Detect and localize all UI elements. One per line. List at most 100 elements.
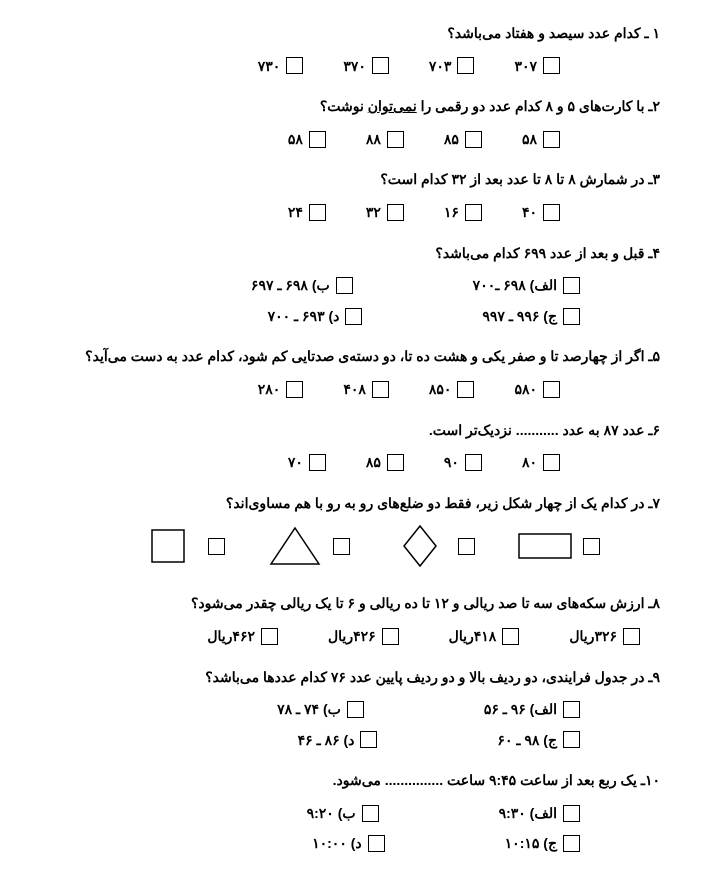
checkbox[interactable] — [362, 805, 379, 822]
option-label: الف) ۶۹۸ ـ۷۰۰ — [473, 272, 557, 299]
checkbox[interactable] — [333, 538, 350, 555]
options-grid: الف) ۹:۳۰ ب) ۹:۲۰ ج) ۱۰:۱۵ د) ۱۰:۰۰ — [40, 800, 660, 857]
option: ۵۸ — [288, 126, 326, 153]
option: ۲۸۰ — [258, 376, 304, 403]
option: ۴۰ — [522, 199, 560, 226]
option-label: ۳۲ — [366, 199, 381, 226]
option: ب) ۶۹۸ ـ ۶۹۷ — [251, 272, 353, 299]
checkbox[interactable] — [543, 204, 560, 221]
checkbox[interactable] — [309, 131, 326, 148]
checkbox[interactable] — [465, 454, 482, 471]
options-row: ۵۸۸۵۸۸۵۸ — [40, 126, 660, 153]
checkbox[interactable] — [309, 204, 326, 221]
checkbox[interactable] — [372, 57, 389, 74]
checkbox[interactable] — [458, 538, 475, 555]
option-label: ج) ۹۹۶ ـ ۹۹۷ — [482, 303, 557, 330]
option-label: ۷۰ — [288, 449, 303, 476]
checkbox[interactable] — [387, 454, 404, 471]
option-label: الف) ۹۶ ـ ۵۶ — [484, 696, 557, 723]
options-row: ۳۰۷۷۰۳۳۷۰۷۳۰ — [40, 53, 660, 80]
checkbox[interactable] — [543, 131, 560, 148]
option: ۴۲۶ریال — [328, 623, 399, 650]
underlined-word: نمی‌توان — [368, 98, 417, 114]
checkbox[interactable] — [368, 835, 385, 852]
option-label: ۸۵ — [444, 126, 459, 153]
checkbox[interactable] — [336, 277, 353, 294]
checkbox[interactable] — [309, 454, 326, 471]
option: ۹۰ — [444, 449, 482, 476]
option-label: د) ۱۰:۰۰ — [312, 830, 362, 857]
shape-option — [390, 522, 475, 570]
diamond-shape-icon — [390, 522, 450, 570]
option-label: ۴۰۸ — [343, 376, 366, 403]
option-label: ۲۸۰ — [258, 376, 281, 403]
options-row: ۵۸۰۸۵۰۴۰۸۲۸۰ — [40, 376, 660, 403]
checkbox[interactable] — [543, 454, 560, 471]
options-grid: الف) ۹۶ ـ ۵۶ب) ۷۴ ـ ۷۸ ج) ۹۸ ـ ۶۰ د) ۸۶ ـ … — [40, 696, 660, 753]
checkbox[interactable] — [563, 277, 580, 294]
option-label: د) ۸۶ ـ ۴۶ — [298, 727, 355, 754]
option-label: ۲۴ — [288, 199, 303, 226]
option: ۳۷۰ — [343, 53, 389, 80]
options-row: الف) ۹۶ ـ ۵۶ب) ۷۴ ـ ۷۸ — [40, 696, 580, 723]
checkbox[interactable] — [261, 628, 278, 645]
checkbox[interactable] — [457, 381, 474, 398]
option: ۸۵ — [444, 126, 482, 153]
checkbox[interactable] — [543, 381, 560, 398]
option-label: ۴۶۲ریال — [207, 623, 255, 650]
option: ۲۴ — [288, 199, 326, 226]
question-text: ۵ـ اگر از چهارصد تا و صفر یکی و هشت ده ت… — [40, 343, 660, 370]
question-text: ۱۰ـ یک ربع بعد از ساعت ۹:۴۵ ساعت .......… — [40, 767, 660, 794]
option: ۳۲ — [366, 199, 404, 226]
option: ب) ۹:۲۰ — [307, 800, 379, 827]
checkbox[interactable] — [502, 628, 519, 645]
shape-option — [265, 522, 350, 570]
option: ج) ۹۸ ـ ۶۰ — [497, 727, 580, 754]
option-label: ۳۷۰ — [343, 53, 366, 80]
checkbox[interactable] — [563, 308, 580, 325]
checkbox[interactable] — [457, 57, 474, 74]
checkbox[interactable] — [345, 308, 362, 325]
options-row: ۸۰۹۰۸۵۷۰ — [40, 449, 660, 476]
checkbox[interactable] — [563, 701, 580, 718]
checkbox[interactable] — [563, 731, 580, 748]
triangle-shape-icon — [265, 522, 325, 570]
question-text: ۴ـ قبل و بعد از عدد ۶۹۹ کدام می‌باشد؟ — [40, 240, 660, 267]
checkbox[interactable] — [543, 57, 560, 74]
checkbox[interactable] — [382, 628, 399, 645]
options-grid: الف) ۶۹۸ ـ۷۰۰ ب) ۶۹۸ ـ ۶۹۷ ج) ۹۹۶ ـ ۹۹۷د) … — [40, 272, 660, 329]
question-text: ۹ـ در جدول فرایندی، دو ردیف بالا و دو رد… — [40, 664, 660, 691]
option: ۳۲۶ریال — [569, 623, 640, 650]
checkbox[interactable] — [623, 628, 640, 645]
question-text: ۳ـ در شمارش ۸ تا ۸ تا عدد بعد از ۳۲ کدام… — [40, 166, 660, 193]
option: ۷۰۳ — [429, 53, 475, 80]
checkbox[interactable] — [563, 805, 580, 822]
checkbox[interactable] — [347, 701, 364, 718]
checkbox[interactable] — [465, 204, 482, 221]
options-row: ۳۲۶ریال۴۱۸ریال۴۲۶ریال۴۶۲ریال — [40, 623, 660, 650]
option: ج) ۱۰:۱۵ — [505, 830, 580, 857]
options-row: الف) ۹:۳۰ ب) ۹:۲۰ — [40, 800, 580, 827]
checkbox[interactable] — [563, 835, 580, 852]
question-text: ۶ـ عدد ۸۷ به عدد ........... نزدیک‌تر اس… — [40, 417, 660, 444]
option: ۴۶۲ریال — [207, 623, 278, 650]
checkbox[interactable] — [387, 131, 404, 148]
options-row: ج) ۹۸ ـ ۶۰ د) ۸۶ ـ ۴۶ — [40, 727, 580, 754]
option-label: ۸۸ — [366, 126, 381, 153]
option: ۸۵ — [366, 449, 404, 476]
checkbox[interactable] — [387, 204, 404, 221]
option: الف) ۹:۳۰ — [499, 800, 580, 827]
option-label: ۷۰۳ — [429, 53, 452, 80]
checkbox[interactable] — [208, 538, 225, 555]
checkbox[interactable] — [583, 538, 600, 555]
checkbox[interactable] — [360, 731, 377, 748]
checkbox[interactable] — [286, 381, 303, 398]
option-label: ۳۰۷ — [514, 53, 537, 80]
checkbox[interactable] — [286, 57, 303, 74]
checkbox[interactable] — [372, 381, 389, 398]
checkbox[interactable] — [465, 131, 482, 148]
shape-option — [515, 522, 600, 570]
option: ۸۵۰ — [429, 376, 475, 403]
option-label: الف) ۹:۳۰ — [499, 800, 557, 827]
options-row: ج) ۹۹۶ ـ ۹۹۷د) ۶۹۳ ـ ۷۰۰ — [40, 303, 580, 330]
